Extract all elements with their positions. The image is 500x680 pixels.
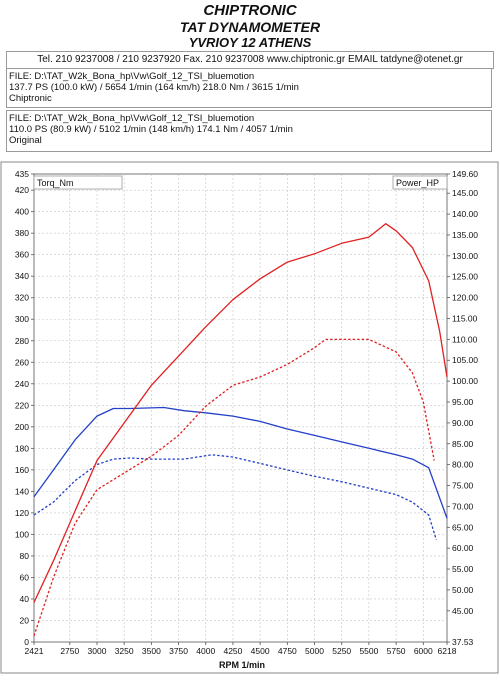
y-left-tick-label: 160 [15, 465, 29, 475]
y-left-tick-label: 180 [15, 443, 29, 453]
file-path: FILE: D:\TAT_W2k_Bona_hp\Vw\Golf_12_TSI_… [9, 113, 255, 124]
dyno-title: TAT DYNAMOMETER [179, 19, 321, 35]
file-stats: 137.7 PS (100.0 kW) / 5654 1/min (164 km… [9, 82, 299, 93]
x-tick-label: 6000 [414, 646, 433, 656]
x-tick-label: 3750 [169, 646, 188, 656]
y-right-tick-label: 125.00 [452, 272, 478, 282]
y-left-tick-label: 240 [15, 379, 29, 389]
x-tick-label: 4250 [223, 646, 242, 656]
right-legend-box [392, 175, 448, 190]
x-tick-label: 3000 [88, 646, 107, 656]
x-tick-label: 5750 [387, 646, 406, 656]
y-right-tick-label: 50.00 [452, 585, 474, 595]
left-axis-label: Torq_Nm [37, 178, 74, 188]
y-left-tick-label: 20 [20, 615, 30, 625]
x-axis-label: RPM 1/min [219, 660, 265, 670]
y-right-tick-label: 120.00 [452, 293, 478, 303]
y-right-tick-label: 110.00 [452, 334, 478, 344]
y-left-tick-label: 360 [15, 250, 29, 260]
series-layer [33, 223, 448, 637]
file-label: Chiptronic [9, 93, 52, 104]
y-left-tick-label: 140 [15, 486, 29, 496]
x-tick-label: 5500 [359, 646, 378, 656]
file-info-chiptronic: FILE: D:\TAT_W2k_Bona_hp\Vw\Golf_12_TSI_… [6, 68, 492, 108]
grid [31, 173, 450, 645]
x-tick-label: 2421 [25, 646, 44, 656]
chart-frame [0, 161, 499, 674]
file-path: FILE: D:\TAT_W2k_Bona_hp\Vw\Golf_12_TSI_… [9, 71, 255, 82]
y-left-tick-label: 80 [20, 551, 30, 561]
y-left-tick-label: 260 [15, 357, 29, 367]
y-right-tick-label: 37.53 [452, 637, 474, 647]
y-right-tick-label: 90.00 [452, 418, 474, 428]
x-tick-label: 6218 [438, 646, 457, 656]
power-chiptronic-line [33, 223, 448, 603]
y-right-tick-label: 115.00 [452, 313, 478, 323]
y-left-tick-label: 380 [15, 228, 29, 238]
y-right-tick-label: 85.00 [452, 439, 474, 449]
y-left-tick-label: 100 [15, 529, 29, 539]
y-left-tick-label: 0 [24, 637, 29, 647]
y-right-tick-label: 105.00 [452, 355, 478, 365]
file-stats: 110.0 PS (80.9 kW) / 5102 1/min (148 km/… [9, 124, 293, 135]
x-tick-label: 4000 [196, 646, 215, 656]
right-axis-label: Power_HP [396, 178, 439, 188]
company-title: CHIPTRONIC [203, 2, 297, 19]
y-left-tick-label: 120 [15, 508, 29, 518]
y-left-tick-label: 220 [15, 400, 29, 410]
y-right-tick-label: 45.00 [452, 606, 474, 616]
x-tick-label: 3500 [142, 646, 161, 656]
y-right-tick-label: 60.00 [452, 543, 474, 553]
y-right-tick-label: 75.00 [452, 481, 474, 491]
y-right-tick-label: 145.00 [452, 188, 478, 198]
y-left-tick-label: 200 [15, 422, 29, 432]
contact-line: Tel. 210 9237008 / 210 9237920 Fax. 210 … [6, 51, 494, 69]
tick-labels: 2421 2750 3000 3250 3500 3750 4000 4250 4500 4750… [15, 169, 478, 656]
x-tick-label: 4750 [278, 646, 297, 656]
x-tick-label: 2750 [60, 646, 79, 656]
file-label: Original [9, 135, 42, 146]
x-tick-label: 5000 [305, 646, 324, 656]
report-header: CHIPTRONIC TAT DYNAMOMETER YVRIOY 12 ATH… [0, 0, 500, 68]
y-right-tick-label: 55.00 [452, 564, 474, 574]
x-tick-label: 4500 [251, 646, 270, 656]
y-left-tick-label: 320 [15, 293, 29, 303]
y-right-tick-label: 65.00 [452, 522, 474, 532]
y-right-tick-label: 135.00 [452, 230, 478, 240]
x-tick-label: 5250 [332, 646, 351, 656]
y-right-tick-label: 100.00 [452, 376, 478, 386]
y-left-tick-label: 60 [20, 572, 30, 582]
y-left-tick-label: 40 [20, 594, 30, 604]
y-left-tick-label: 280 [15, 336, 29, 346]
left-legend-box [33, 175, 123, 190]
y-left-tick-label: 300 [15, 314, 29, 324]
y-right-tick-label: 149.60 [452, 169, 478, 179]
file-info-original: FILE: D:\TAT_W2k_Bona_hp\Vw\Golf_12_TSI_… [6, 110, 492, 152]
address-line: YVRIOY 12 ATHENS [188, 35, 312, 50]
y-left-tick-label: 340 [15, 271, 29, 281]
y-left-tick-label: 420 [15, 185, 29, 195]
y-left-tick-label: 435 [15, 169, 29, 179]
plot-border [33, 173, 448, 643]
power-original-line [33, 338, 435, 637]
dyno-chart: 2421 2750 3000 3250 3500 3750 4000 4250 4500 4750… [0, 160, 500, 675]
y-right-tick-label: 95.00 [452, 397, 474, 407]
y-right-tick-label: 70.00 [452, 501, 474, 511]
y-right-tick-label: 80.00 [452, 460, 474, 470]
dyno-chart-svg: 2421 2750 3000 3250 3500 3750 4000 4250 4500 4750… [0, 161, 499, 674]
y-right-tick-label: 140.00 [452, 209, 478, 219]
x-tick-label: 3250 [115, 646, 134, 656]
y-left-tick-label: 400 [15, 207, 29, 217]
torque-original-line [33, 454, 437, 540]
y-right-tick-label: 130.00 [452, 251, 478, 261]
torque-chiptronic-line [33, 406, 448, 519]
